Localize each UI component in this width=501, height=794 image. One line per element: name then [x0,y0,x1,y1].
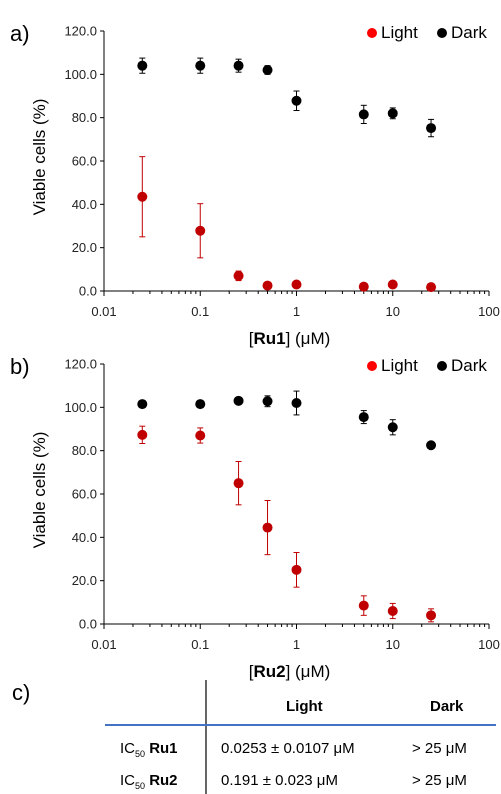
legend-marker-light [367,28,377,38]
y-tick-label: 120.0 [64,357,97,372]
data-point-light [358,600,369,611]
x-label-compound: Ru1 [253,329,285,348]
y-tick-label: 60.0 [72,154,97,169]
x-axis-label: [Ru1] (μM) [249,329,331,348]
ic50-table: c) Light Dark IC50 Ru1 0.0253 ± 0.0107 μ… [0,680,501,794]
ru1-light-ic50: 0.0253 ± 0.0107 μM [221,740,355,757]
legend-marker-dark [437,28,447,38]
x-label-suffix: ] (μM) [286,329,331,348]
x-tick-label: 10 [386,637,400,652]
ru1-dark-ic50: > 25 μM [412,740,467,757]
y-tick-label: 100.0 [64,400,97,415]
data-point-dark [387,422,398,433]
data-point-light [233,478,244,489]
series-light [137,156,437,293]
compound-name: Ru1 [149,740,178,757]
data-point-light [291,564,302,575]
y-tick-label: 40.0 [72,530,97,545]
chart-b: b) 0.0 20.0 40.0 60.0 80.0 100.0 120.0 0.01 0.1 1 1… [10,354,500,681]
x-tick-label: 0.1 [191,637,209,652]
data-point-light [387,606,398,616]
y-tick-label: 120.0 [64,24,97,39]
x-axis-label: [Ru2] (μM) [249,662,331,681]
x-tick-label: 0.01 [91,304,116,319]
data-point-dark [195,60,206,71]
data-point-dark [387,108,398,119]
data-point-dark [195,399,206,410]
data-point-light [291,279,302,290]
data-point-light [426,282,437,293]
x-tick-label: 0.01 [91,637,116,652]
panel-letter: a) [10,21,30,46]
ic-text: IC [120,740,135,757]
col-header-dark: Dark [430,698,464,715]
legend-label-light: Light [381,23,418,42]
panel-letter: b) [10,354,30,379]
data-point-dark [426,123,437,134]
data-point-dark [137,399,148,410]
x-tick-label: 1 [293,637,300,652]
data-point-light [387,279,398,290]
legend-label-light: Light [381,356,418,375]
y-tick-label: 100.0 [64,67,97,82]
data-point-light [262,522,273,533]
ic-subscript: 50 [135,781,146,791]
panel-letter-c: c) [12,680,31,705]
table-rules [105,680,496,794]
legend-marker-light [367,361,377,371]
data-point-light [137,429,148,440]
y-axis-label: Viable cells (%) [30,99,49,216]
y-tick-label: 40.0 [72,197,97,212]
x-tick-label: 0.1 [191,304,209,319]
y-tick-label: 80.0 [72,110,97,125]
row-label-ru1: IC50 Ru1 [120,740,178,759]
data-point-light [426,610,437,621]
ru2-dark-ic50: > 25 μM [412,772,467,789]
x-label-compound: Ru2 [253,662,285,681]
y-tick-label: 0.0 [79,284,97,299]
x-label-prefix: [ [249,329,254,348]
data-point-dark [291,95,302,106]
series-dark [137,57,437,138]
data-point-light [195,430,206,441]
data-point-light [233,270,244,281]
legend-label-dark: Dark [451,23,487,42]
y-tick-label: 60.0 [72,487,97,502]
compound-name: Ru2 [149,772,178,789]
data-point-dark [262,65,273,75]
x-label-prefix: [ [249,662,254,681]
ic-subscript: 50 [135,749,146,759]
y-axis-label: Viable cells (%) [30,432,49,549]
legend-marker-dark [437,361,447,371]
data-point-dark [358,412,369,423]
x-label-suffix: ] (μM) [286,662,331,681]
col-header-light: Light [286,698,323,715]
row-label-ru2: IC50 Ru2 [120,772,178,791]
x-tick-label: 1 [293,304,300,319]
x-tick-label: 100 [478,637,500,652]
y-tick-label: 20.0 [72,573,97,588]
data-point-dark [262,396,273,407]
data-point-light [195,225,206,236]
data-point-dark [358,109,369,120]
series-dark [137,390,437,451]
data-point-dark [233,60,244,71]
y-tick-label: 0.0 [79,617,97,632]
ru2-light-ic50: 0.191 ± 0.023 μM [221,772,338,789]
data-point-dark [233,395,244,406]
y-tick-label: 20.0 [72,240,97,255]
chart-a: a) 0.0 20.0 40.0 60.0 80.0 100.0 120.0 0.01 0.1 1 1… [10,21,500,348]
data-point-light [358,281,369,292]
x-tick-label: 100 [478,304,500,319]
data-point-dark [291,398,302,408]
ic-text: IC [120,772,135,789]
data-point-light [137,191,148,202]
legend-label-dark: Dark [451,356,487,375]
data-point-dark [137,60,148,71]
data-point-light [262,280,273,291]
series-light [137,425,437,623]
y-tick-label: 80.0 [72,443,97,458]
data-point-dark [426,440,437,451]
x-tick-label: 10 [386,304,400,319]
